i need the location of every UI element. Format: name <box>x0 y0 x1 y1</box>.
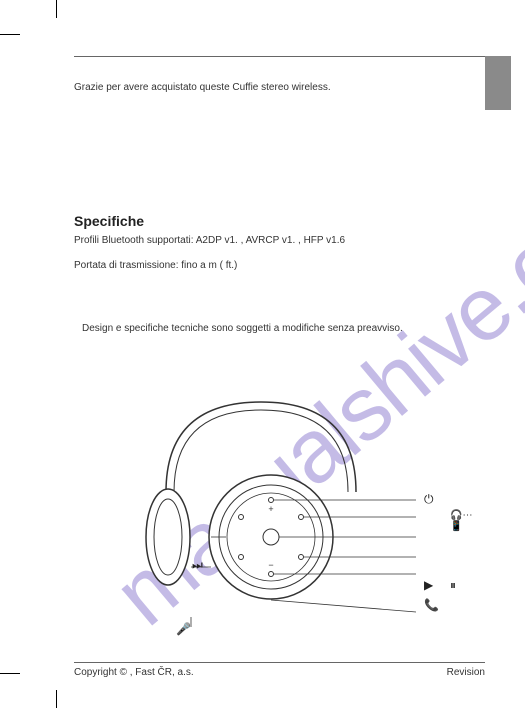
footer-revision: Revision <box>447 667 485 678</box>
specs-heading: Specifiche <box>74 213 485 229</box>
spec-note: Design e specifiche tecniche sono sogget… <box>82 323 485 334</box>
headphones-diagram: + − ⏭ 🎤 ⏻ 🎧⋯📱 ▶ ⏸ 📞 <box>96 382 476 662</box>
page-footer: Copyright © , Fast ČR, a.s. Revision <box>74 662 485 678</box>
page-tab <box>485 56 511 110</box>
intro-text: Grazie per avere acquistato queste Cuffi… <box>74 82 485 93</box>
footer-copyright: Copyright © , Fast ČR, a.s. <box>74 667 194 678</box>
crop-mark <box>0 34 20 35</box>
header-rule <box>74 56 485 57</box>
pause-icon: ⏸ <box>450 578 456 593</box>
crop-mark <box>56 0 57 18</box>
svg-text:−: − <box>268 560 273 570</box>
headphones-svg: + − <box>96 382 476 662</box>
main-content: Grazie per avere acquistato queste Cuffi… <box>74 82 485 334</box>
crop-mark <box>0 673 20 674</box>
spec-profiles: Profili Bluetooth supportati: A2DP v1. ,… <box>74 235 485 246</box>
crop-mark <box>56 690 57 708</box>
power-icon: ⏻ <box>424 492 434 507</box>
spec-range: Portata di trasmissione: fino a m ( ft.) <box>74 260 485 271</box>
headset-pair-icon: 🎧⋯📱 <box>450 510 476 532</box>
svg-text:+: + <box>268 504 273 514</box>
phone-icon: 📞 <box>424 598 439 612</box>
play-icon: ▶ <box>424 578 433 592</box>
mic-icon: 🎤 <box>176 622 191 636</box>
next-track-icon: ⏭ <box>192 558 203 573</box>
